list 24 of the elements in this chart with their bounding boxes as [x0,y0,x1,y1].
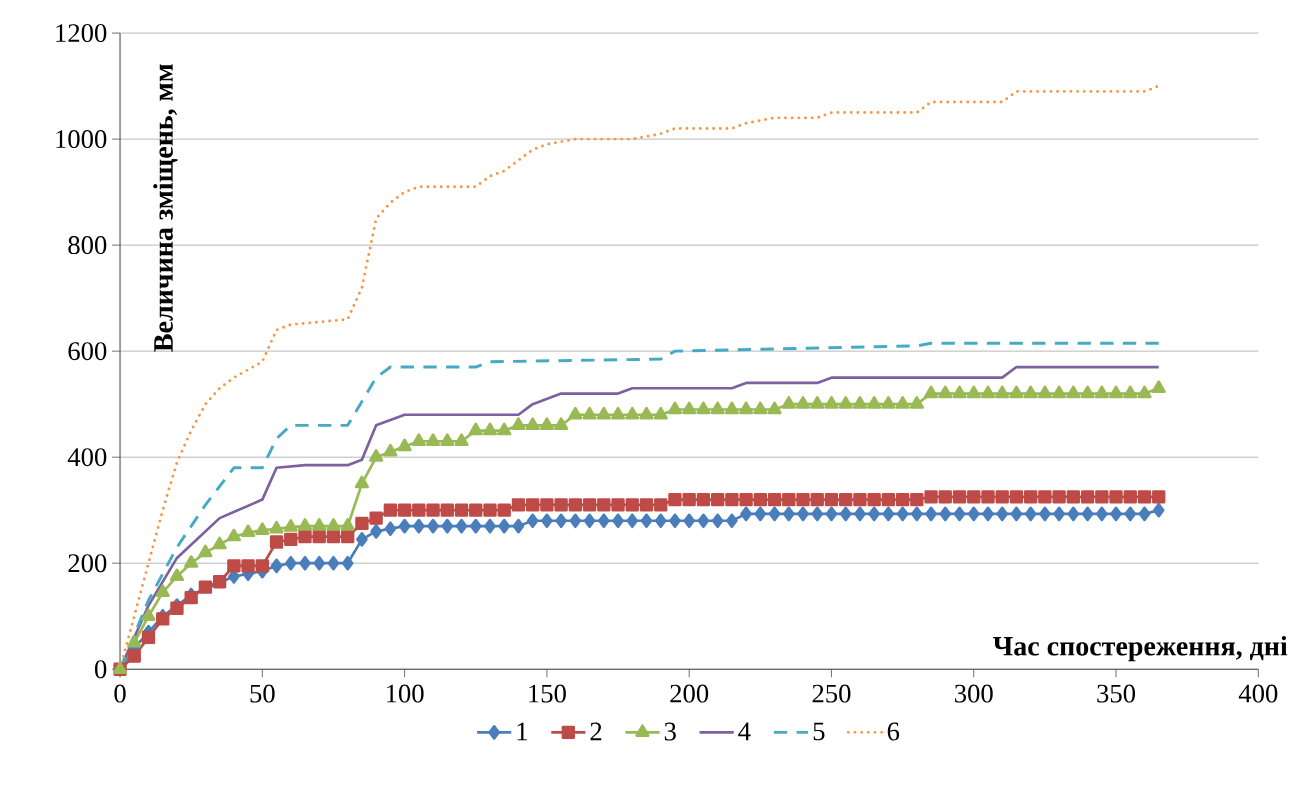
y-tick-label: 800 [68,236,107,255]
legend-label: 2 [590,722,602,741]
legend-label: 1 [517,722,527,741]
legend-label: 3 [664,722,676,741]
x-tick-label: 350 [1097,684,1136,703]
y-tick-label: 0 [95,660,107,679]
legend-label: 6 [887,722,900,741]
legend-label: 4 [738,722,751,741]
x-tick-label: 0 [114,684,126,703]
x-tick-label: 250 [812,684,851,703]
y-tick-label: 600 [68,342,107,361]
x-axis-title: Час спостереження, дні [993,636,1288,662]
x-tick-label: 150 [529,684,566,703]
x-tick-label: 400 [1238,684,1278,703]
x-tick-label: 300 [955,684,993,703]
y-tick-label: 400 [67,448,107,467]
y-tick-label: 200 [68,554,107,573]
y-tick-label: 1200 [56,24,107,43]
x-tick-label: 50 [250,684,275,703]
x-tick-label: 200 [670,684,709,703]
y-axis-title: Величина зміщень, мм [153,64,178,352]
y-tick-label: 1000 [56,130,107,149]
legend-label: 5 [813,722,825,741]
x-tick-label: 100 [386,684,424,703]
